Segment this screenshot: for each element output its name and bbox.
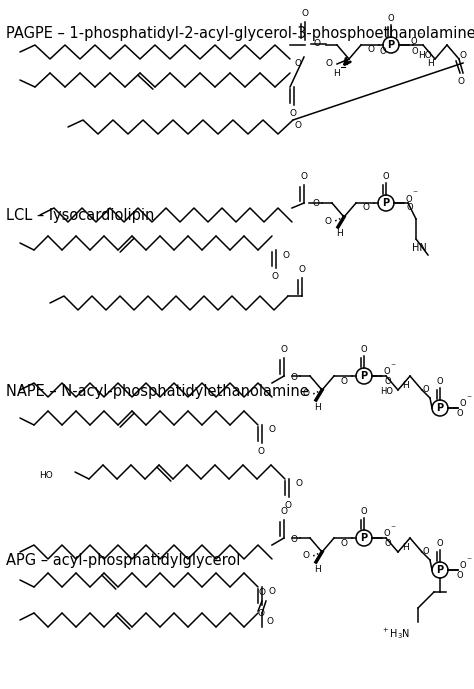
Text: O: O bbox=[313, 39, 320, 48]
Text: O: O bbox=[299, 265, 306, 274]
Text: O: O bbox=[281, 507, 288, 516]
Text: O: O bbox=[384, 367, 391, 376]
Text: P: P bbox=[360, 371, 367, 381]
Text: P: P bbox=[360, 533, 367, 543]
Text: O: O bbox=[257, 609, 264, 618]
Text: HO: HO bbox=[380, 387, 393, 396]
Text: O: O bbox=[284, 501, 292, 510]
Text: O: O bbox=[283, 251, 290, 260]
Text: O: O bbox=[437, 377, 443, 386]
Text: O: O bbox=[301, 172, 308, 181]
Text: H: H bbox=[315, 403, 321, 412]
Text: O: O bbox=[388, 14, 394, 23]
Text: O: O bbox=[363, 203, 370, 212]
Text: H: H bbox=[315, 565, 321, 574]
Text: ⁻: ⁻ bbox=[466, 394, 471, 404]
Text: O: O bbox=[437, 539, 443, 548]
Text: O: O bbox=[295, 480, 302, 489]
Text: $^+$H$_3$N: $^+$H$_3$N bbox=[381, 626, 410, 641]
Text: O: O bbox=[456, 570, 463, 579]
Text: P: P bbox=[437, 403, 444, 413]
Text: ⁻: ⁻ bbox=[417, 31, 422, 41]
Text: O: O bbox=[272, 272, 279, 281]
Text: O: O bbox=[460, 562, 466, 570]
Text: O: O bbox=[340, 539, 347, 548]
Text: O: O bbox=[281, 345, 288, 354]
Text: O: O bbox=[291, 373, 298, 382]
Text: P: P bbox=[437, 565, 444, 575]
Text: O: O bbox=[301, 9, 309, 18]
Text: O: O bbox=[460, 400, 466, 409]
Text: ⁻: ⁻ bbox=[390, 362, 395, 372]
Text: ⁻: ⁻ bbox=[390, 524, 395, 534]
Text: O: O bbox=[258, 588, 265, 597]
Text: O: O bbox=[302, 389, 310, 398]
Text: LCL – lysocardiolipin: LCL – lysocardiolipin bbox=[6, 208, 154, 223]
Text: H: H bbox=[428, 59, 434, 68]
Text: O: O bbox=[406, 194, 413, 203]
Text: O: O bbox=[312, 198, 319, 207]
Text: O: O bbox=[457, 77, 465, 86]
Text: O: O bbox=[302, 551, 310, 560]
Text: O: O bbox=[268, 588, 275, 597]
Text: PAGPE – 1-phosphatidyl-2-acyl-glycerol-3-phosphoethanolamine: PAGPE – 1-phosphatidyl-2-acyl-glycerol-3… bbox=[6, 26, 474, 41]
Text: O: O bbox=[459, 50, 466, 59]
Text: O: O bbox=[361, 345, 367, 354]
Text: O: O bbox=[380, 46, 386, 56]
Text: P: P bbox=[387, 40, 394, 50]
Text: APG – acyl-phosphatidylglycerol: APG – acyl-phosphatidylglycerol bbox=[6, 553, 240, 568]
Text: O: O bbox=[294, 121, 301, 130]
Text: O: O bbox=[326, 59, 332, 68]
Text: O: O bbox=[423, 386, 429, 395]
Text: O: O bbox=[340, 376, 347, 386]
Text: O: O bbox=[291, 535, 298, 544]
Text: ⁻: ⁻ bbox=[466, 556, 471, 566]
Text: HO: HO bbox=[418, 50, 432, 59]
Text: O: O bbox=[385, 539, 392, 548]
Text: O: O bbox=[257, 447, 264, 456]
Text: NAPE – N-acyl-phosphatidylethanolamine: NAPE – N-acyl-phosphatidylethanolamine bbox=[6, 384, 309, 400]
Text: O: O bbox=[383, 172, 389, 181]
Text: H: H bbox=[402, 544, 409, 553]
Text: O: O bbox=[266, 617, 273, 626]
Text: H: H bbox=[337, 229, 343, 238]
Text: O: O bbox=[385, 376, 392, 386]
Text: O: O bbox=[294, 59, 301, 68]
Text: O: O bbox=[290, 109, 297, 118]
Text: O: O bbox=[367, 45, 374, 54]
Text: HO: HO bbox=[39, 471, 53, 480]
Text: O: O bbox=[268, 426, 275, 435]
Text: O: O bbox=[411, 37, 418, 45]
Text: O: O bbox=[361, 507, 367, 516]
Text: O: O bbox=[384, 530, 391, 539]
Text: P: P bbox=[383, 198, 390, 208]
Text: O: O bbox=[456, 409, 463, 418]
Text: O: O bbox=[423, 548, 429, 557]
Text: HN: HN bbox=[412, 243, 427, 253]
Text: O: O bbox=[412, 46, 419, 56]
Text: H: H bbox=[334, 68, 340, 77]
Text: O: O bbox=[325, 216, 331, 225]
Text: ⁻: ⁻ bbox=[412, 189, 417, 199]
Text: O: O bbox=[407, 203, 413, 212]
Text: H: H bbox=[402, 382, 409, 391]
